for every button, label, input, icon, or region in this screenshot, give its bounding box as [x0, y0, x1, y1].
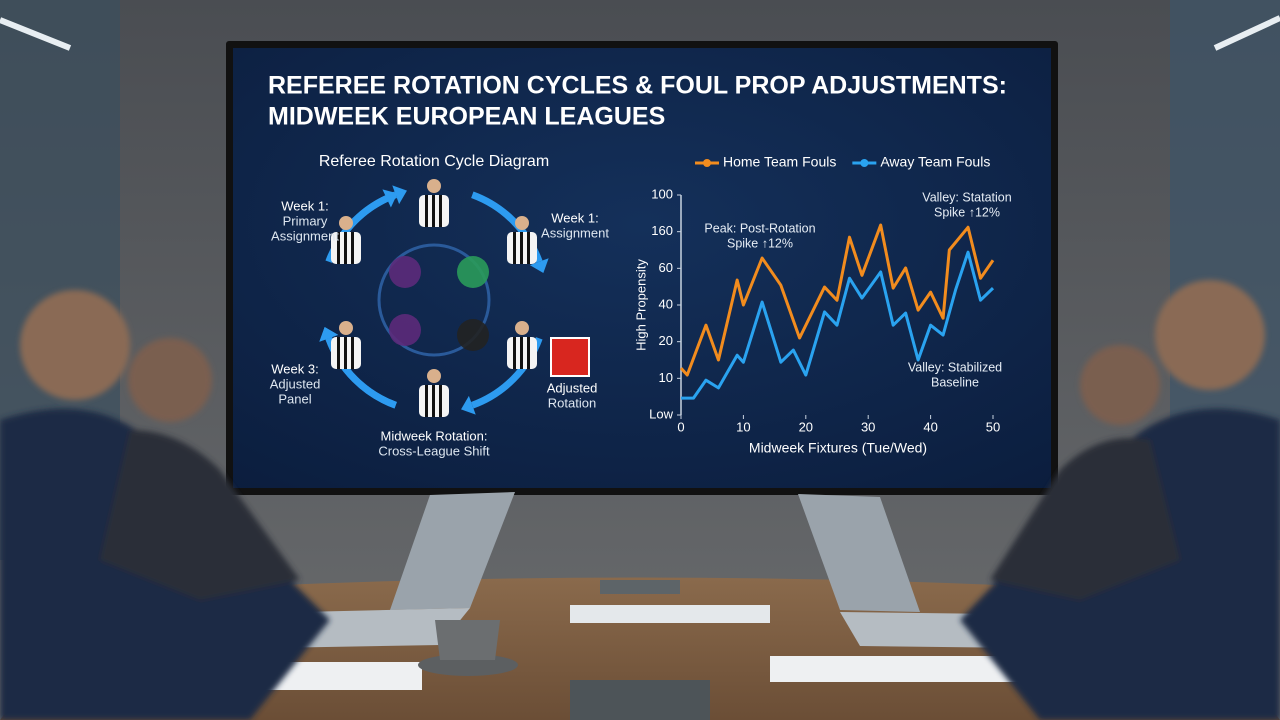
y-tick-label: 10: [659, 370, 673, 385]
slide: [233, 48, 1051, 488]
laptop-screen: [390, 492, 515, 610]
shirt-stripe: [513, 337, 516, 369]
legend-label: Away Team Fouls: [880, 154, 990, 170]
arrow-head: [319, 327, 339, 342]
y-tick-label: 160: [651, 223, 673, 238]
shirt-stripe: [432, 195, 435, 227]
referee-head: [339, 216, 353, 230]
y-tick-label: 20: [659, 333, 673, 348]
diagram-label: Primary: [283, 213, 328, 228]
league-logo: [389, 314, 421, 346]
y-tick-label: Low: [649, 406, 673, 421]
diagram-label: Assignment: [271, 228, 339, 243]
series-line: [679, 223, 995, 377]
arrow-head: [461, 395, 476, 415]
y-tick-label: 100: [651, 186, 673, 201]
diagram-label: Rotation: [548, 395, 596, 410]
shirt-stripe: [439, 385, 442, 417]
x-tick-label: 0: [677, 419, 684, 434]
table-panel: [600, 580, 680, 594]
shirt-stripe: [432, 385, 435, 417]
shirt-stripe: [527, 232, 530, 264]
legend-marker: [860, 159, 869, 167]
referee-head: [515, 216, 529, 230]
diagram-title: Referee Rotation Cycle Diagram: [319, 153, 549, 170]
league-logo: [457, 319, 489, 351]
annotation: Peak: Post-Rotation: [704, 221, 815, 235]
diagram-label: Panel: [278, 391, 311, 406]
x-tick-label: 40: [923, 419, 937, 434]
arrow-head: [529, 258, 549, 273]
x-tick-label: 50: [986, 419, 1000, 434]
ceiling-light: [0, 17, 72, 51]
diagram-label: Assignment: [541, 225, 609, 240]
shirt-stripe: [439, 195, 442, 227]
shirt-stripe: [513, 232, 516, 264]
x-axis-label: Midweek Fixtures (Tue/Wed): [749, 440, 927, 456]
x-tick-label: 10: [736, 419, 750, 434]
arrow-head: [392, 185, 407, 205]
table-panel: [570, 680, 710, 720]
shirt-stripe: [351, 232, 354, 264]
annotation: Spike ↑12%: [934, 205, 1000, 219]
paper: [570, 605, 770, 623]
laptop-screen: [798, 494, 920, 612]
people: [0, 280, 1280, 720]
slide-title: REFEREE ROTATION CYCLES & FOUL PROP ADJU…: [268, 72, 1007, 100]
diagram-label: Cross-League Shift: [378, 443, 490, 458]
shirt-stripe: [344, 232, 347, 264]
diagram-label: Week 1:: [281, 198, 328, 213]
x-tick-label: 20: [799, 419, 813, 434]
shirt-stripe: [337, 232, 340, 264]
shirt-stripe: [520, 337, 523, 369]
inner-ring: [377, 243, 491, 357]
arrow-head: [382, 189, 398, 208]
y-axis-label: High Propensity: [633, 259, 648, 351]
shirt-stripe: [344, 337, 347, 369]
referee-head: [427, 369, 441, 383]
annotation: Valley: Statation: [922, 190, 1011, 204]
shirt-stripe: [351, 337, 354, 369]
ceiling-light: [1213, 15, 1280, 51]
league-logo: [389, 256, 421, 288]
coffee-cup: [435, 620, 500, 660]
y-tick-label: 40: [659, 296, 673, 311]
diagram-label: Adjusted: [270, 376, 321, 391]
shirt-stripe: [527, 337, 530, 369]
y-tick-label: 60: [659, 260, 673, 275]
shirt-stripe: [520, 232, 523, 264]
legend-marker: [703, 159, 711, 167]
diagram-label: Week 1:: [551, 210, 598, 225]
diagram-label: Midweek Rotation:: [381, 428, 488, 443]
annotation: Baseline: [931, 375, 979, 389]
league-logo: [550, 337, 590, 377]
annotation: Spike ↑12%: [727, 236, 793, 250]
referee-head: [339, 321, 353, 335]
x-tick-label: 30: [861, 419, 875, 434]
series-line: [681, 250, 995, 400]
shirt-stripe: [425, 195, 428, 227]
diagram-label: Adjusted: [547, 380, 598, 395]
annotation: Valley: Stabilized: [908, 360, 1002, 374]
shirt-stripe: [337, 337, 340, 369]
referee-head: [427, 179, 441, 193]
shirt-stripe: [425, 385, 428, 417]
slide-title: MIDWEEK EUROPEAN LEAGUES: [268, 103, 665, 131]
legend-label: Home Team Fouls: [723, 154, 836, 170]
league-logo: [457, 256, 489, 288]
slide-content: REFEREE ROTATION CYCLES & FOUL PROP ADJU…: [268, 72, 1012, 459]
diagram-label: Week 3:: [271, 361, 318, 376]
referee-head: [515, 321, 529, 335]
